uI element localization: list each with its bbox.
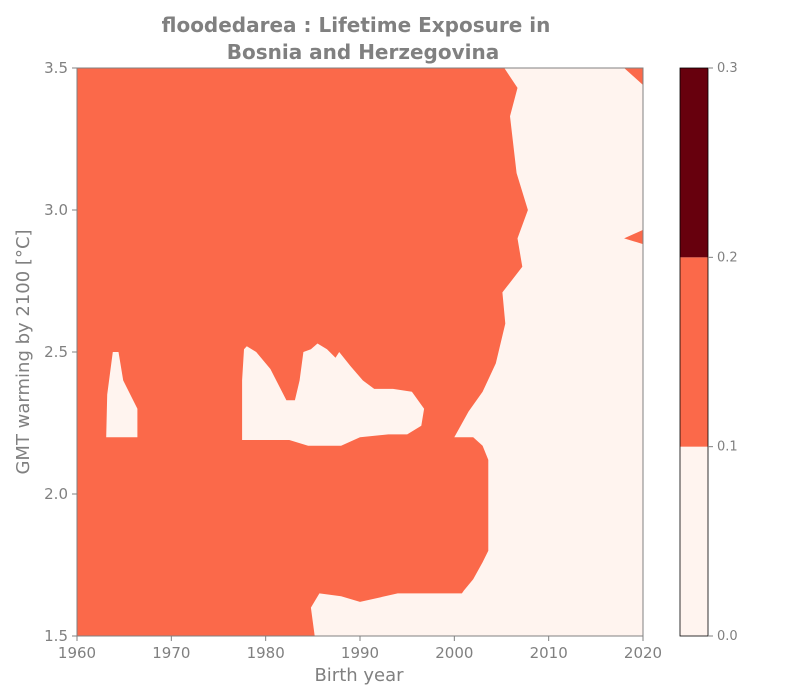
hole-left [106,352,138,438]
colorbar-tick-label: 0.3 [717,61,738,76]
contour-regions [77,68,643,636]
patch-mid-right [624,229,643,245]
colorbar: 0.0 0.1 0.2 0.3 [679,61,738,644]
colorbar-frame [679,67,709,637]
x-tick-label: 2020 [624,644,662,662]
y-tick-label: 3.5 [44,59,68,77]
x-tick-label: 2010 [530,644,568,662]
chart-title-line2: Bosnia and Herzegovina [227,40,500,64]
colorbar-tick-label: 0.1 [717,440,738,455]
patch-top-right [624,68,643,85]
x-tick-label: 2000 [435,644,473,662]
chart-title-line1: floodedarea : Lifetime Exposure in [162,13,551,37]
y-axis-ticks: 1.5 2.0 2.5 3.0 3.5 [44,59,77,645]
y-tick-label: 1.5 [44,627,68,645]
x-tick-label: 1990 [341,644,379,662]
colorbar-band [680,68,708,258]
plot-area [76,67,644,637]
colorbar-band [680,257,708,447]
colorbar-tick-label: 0.0 [717,629,738,644]
x-axis-ticks: 1960 1970 1980 1990 2000 2010 2020 [58,636,662,662]
colorbar-tick-label: 0.2 [717,250,738,265]
colorbar-band [680,446,708,636]
x-tick-label: 1970 [152,644,190,662]
y-tick-label: 3.0 [44,201,68,219]
x-tick-label: 1980 [247,644,285,662]
y-tick-label: 2.5 [44,343,68,361]
x-tick-label: 1960 [58,644,96,662]
region-main [77,68,528,636]
hole-middle [242,343,425,446]
x-axis-label: Birth year [314,665,404,686]
y-tick-label: 2.0 [44,485,68,503]
y-axis-label: GMT warming by 2100 [°C] [13,229,34,474]
